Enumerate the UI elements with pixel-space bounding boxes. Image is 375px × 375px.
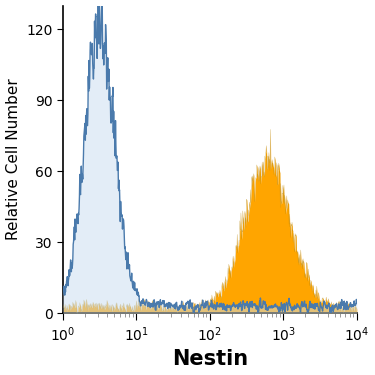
Y-axis label: Relative Cell Number: Relative Cell Number: [6, 79, 21, 240]
X-axis label: Nestin: Nestin: [172, 350, 248, 369]
